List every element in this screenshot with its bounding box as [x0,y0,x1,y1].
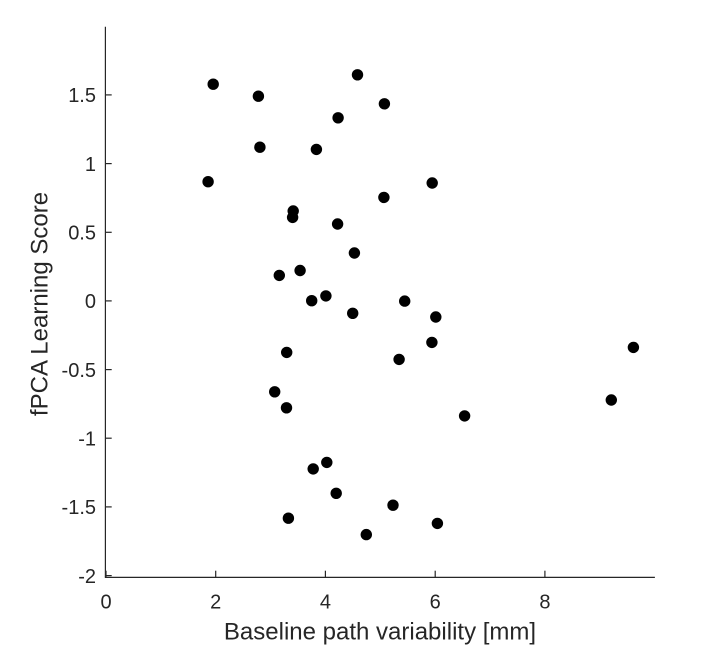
svg-text:0.5: 0.5 [68,223,96,245]
svg-text:6: 6 [430,591,441,613]
svg-text:-2: -2 [78,566,96,588]
svg-text:0: 0 [100,591,111,613]
svg-text:-0.5: -0.5 [62,360,96,382]
svg-text:1: 1 [85,154,96,176]
svg-text:4: 4 [320,591,331,613]
svg-text:-1: -1 [78,429,96,451]
svg-text:1.5: 1.5 [68,85,96,107]
svg-text:-1.5: -1.5 [62,497,96,519]
svg-text:0: 0 [85,291,96,313]
svg-text:8: 8 [539,591,550,613]
svg-text:2: 2 [210,591,221,613]
svg-text:fPCA Learning Score: fPCA Learning Score [27,192,54,416]
svg-text:Baseline path variability [mm]: Baseline path variability [mm] [224,619,536,646]
